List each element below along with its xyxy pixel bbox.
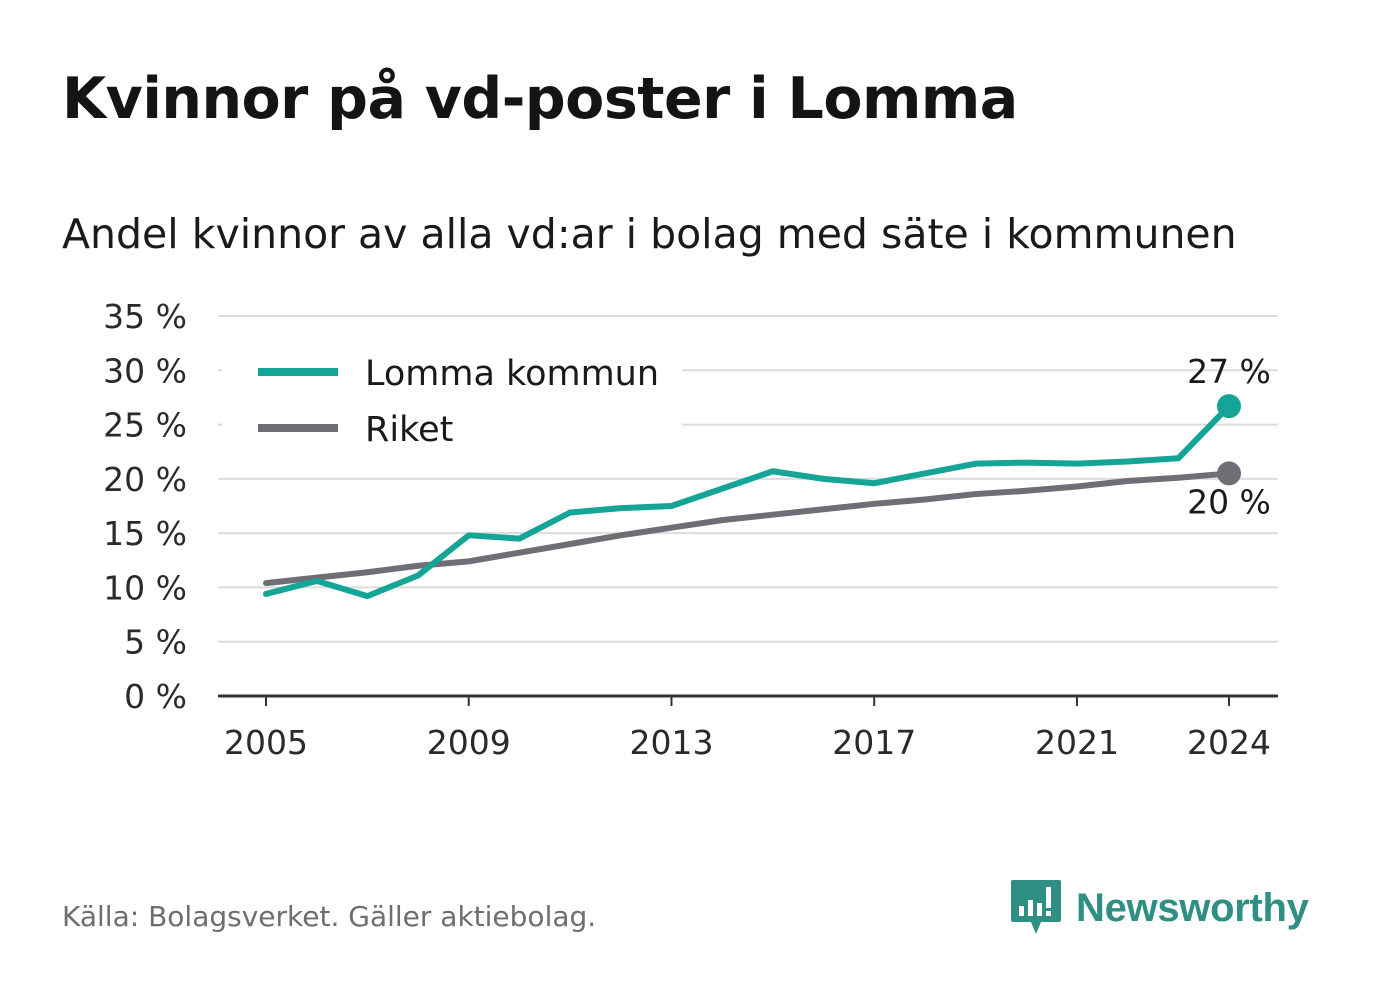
x-tick-label: 2009 <box>427 723 511 762</box>
y-tick-label: 35 % <box>103 297 187 336</box>
source-note: Källa: Bolagsverket. Gäller aktiebolag. <box>62 900 597 933</box>
y-tick-label: 5 % <box>124 623 187 662</box>
x-tick-label: 2013 <box>629 723 713 762</box>
series-lines: 27 % 20 % <box>263 352 1271 600</box>
series-end-point <box>1217 461 1241 486</box>
newsworthy-logo-icon <box>1011 880 1061 934</box>
series-line <box>263 403 1232 600</box>
x-tick-label: 2017 <box>832 723 916 762</box>
legend: Lomma kommun Riket <box>222 342 682 452</box>
y-tick-label: 15 % <box>103 514 187 553</box>
chart-subtitle: Andel kvinnor av alla vd:ar i bolag med … <box>62 210 1237 258</box>
y-tick-label: 0 % <box>124 677 187 716</box>
x-tick-label: 2021 <box>1035 723 1119 762</box>
x-tick-label: 2024 <box>1187 723 1271 762</box>
series-end-point <box>1217 394 1241 419</box>
series-line <box>263 470 1232 587</box>
x-axis-tick-labels: 2005 2009 2013 2017 2021 2024 <box>224 696 1271 762</box>
y-axis-tick-labels: 0 % 5 % 10 % 15 % 20 % 25 % 30 % 35 % <box>103 297 187 716</box>
legend-label: Lomma kommun <box>365 354 659 394</box>
y-tick-label: 10 % <box>103 568 187 607</box>
legend-label: Riket <box>365 410 453 450</box>
y-tick-label: 25 % <box>103 406 187 445</box>
brand-name: Newsworthy <box>1076 885 1309 930</box>
y-tick-label: 20 % <box>103 460 187 499</box>
y-tick-label: 30 % <box>103 351 187 390</box>
chart-title: Kvinnor på vd-poster i Lomma <box>62 66 1018 132</box>
end-value-label: 27 % <box>1187 352 1271 391</box>
brand-logo: Newsworthy <box>1010 878 1309 938</box>
x-tick-label: 2005 <box>224 723 308 762</box>
end-value-label: 20 % <box>1187 482 1271 521</box>
